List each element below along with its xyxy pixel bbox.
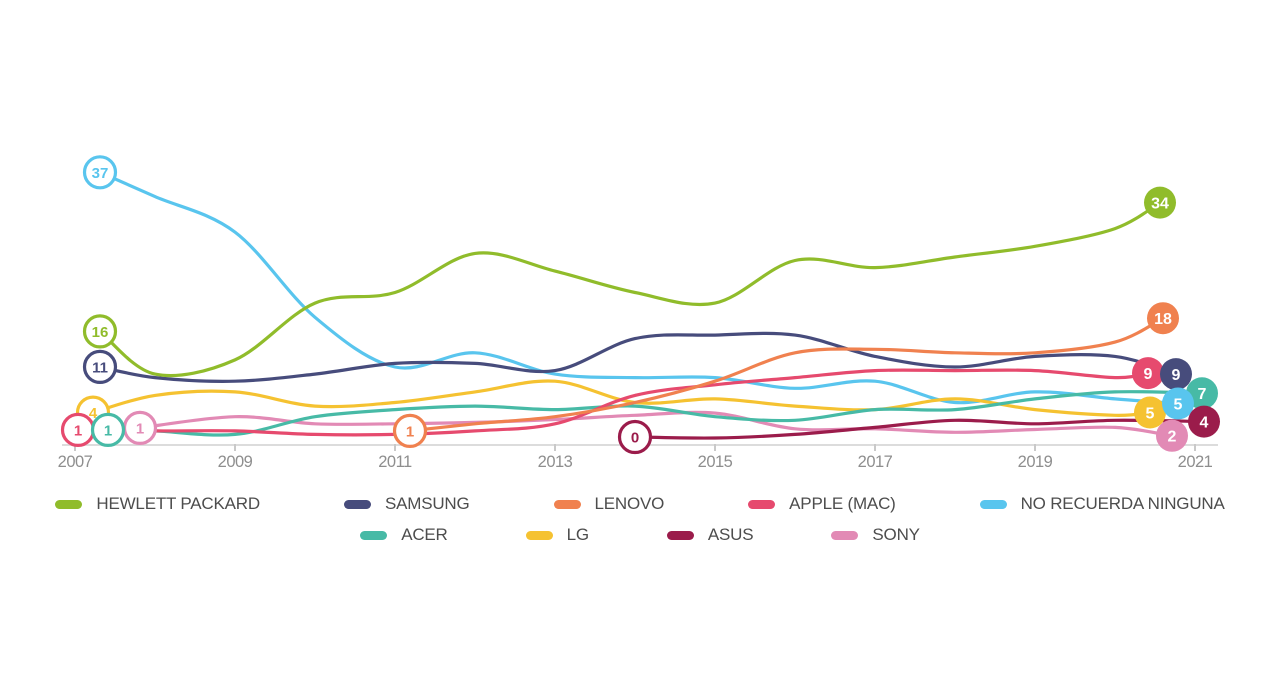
x-label-2019: 2019 xyxy=(1018,453,1053,471)
legend-item-lenovo: LENOVO xyxy=(553,494,665,514)
start-value-asus: 0 xyxy=(631,430,639,447)
x-label-2009: 2009 xyxy=(218,453,253,471)
start-marker-hp: 16 xyxy=(82,314,118,349)
series-line-asus xyxy=(633,418,1206,440)
legend-swatch-samsung xyxy=(343,499,371,509)
x-label-2007: 2007 xyxy=(58,453,93,471)
x-label-2013: 2013 xyxy=(538,453,573,471)
line-chart: 2007 2009 2011 2013 2015 2017 2019 202137161141… xyxy=(58,155,1220,471)
end-marker-lg: 5 xyxy=(1134,396,1166,429)
legend-row-1: HEWLETT PACKARD SAMSUNG LENOVO APPLE (MAC) N… xyxy=(55,494,1225,514)
start-marker-sony: 1 xyxy=(122,410,158,445)
legend-swatch-sony xyxy=(831,530,859,540)
start-value-apple: 1 xyxy=(74,422,82,439)
end-value-noname: 5 xyxy=(1174,396,1183,413)
x-label-2011: 2011 xyxy=(378,453,412,471)
legend-row-2: ACER LG ASUS SONY xyxy=(360,525,920,545)
series-line-hp xyxy=(98,201,1162,378)
legend-item-noname: NO RECUERDA NINGUNA xyxy=(979,494,1225,514)
legend-label: NO RECUERDA NINGUNA xyxy=(1020,494,1225,513)
start-value-lg: 4 xyxy=(89,405,98,422)
end-value-apple: 9 xyxy=(1144,366,1153,383)
end-marker-lenovo: 18 xyxy=(1147,302,1179,335)
legend-swatch-hp xyxy=(55,499,83,509)
end-value-lg: 5 xyxy=(1146,405,1155,422)
start-marker-samsung: 11 xyxy=(82,349,118,384)
legend: HEWLETT PACKARD SAMSUNG LENOVO APPLE (MAC) N… xyxy=(0,494,1280,545)
legend-swatch-asus xyxy=(666,530,694,540)
legend-item-apple: APPLE (MAC) xyxy=(748,494,896,514)
legend-item-hp: HEWLETT PACKARD xyxy=(55,494,260,514)
start-value-sony: 1 xyxy=(136,420,144,437)
series-line-sony xyxy=(138,410,1174,438)
end-marker-apple: 9 xyxy=(1132,357,1164,390)
series-line-samsung xyxy=(98,331,1178,383)
end-value-sony: 2 xyxy=(1168,429,1177,446)
end-marker-samsung: 9 xyxy=(1160,358,1192,391)
end-value-lenovo: 18 xyxy=(1154,311,1172,328)
legend-swatch-apple xyxy=(748,499,776,509)
legend-label: APPLE (MAC) xyxy=(789,494,896,513)
start-marker-acer: 1 xyxy=(90,412,126,447)
legend-label: LG xyxy=(566,525,589,544)
legend-item-asus: ASUS xyxy=(666,525,754,545)
legend-item-samsung: SAMSUNG xyxy=(343,494,470,514)
legend-swatch-acer xyxy=(360,530,388,540)
legend-item-sony: SONY xyxy=(831,525,920,545)
x-label-2017: 2017 xyxy=(858,453,893,471)
start-marker-asus: 0 xyxy=(617,419,653,455)
legend-label: LENOVO xyxy=(594,494,665,513)
end-marker-asus: 4 xyxy=(1188,405,1220,438)
end-marker-noname: 5 xyxy=(1162,387,1194,420)
end-value-hp: 34 xyxy=(1151,195,1169,212)
series-line-apple xyxy=(76,368,1150,437)
end-marker-hp: 34 xyxy=(1144,186,1176,219)
series-line-lenovo xyxy=(408,316,1165,433)
start-marker-apple: 1 xyxy=(60,412,96,447)
legend-swatch-lenovo xyxy=(553,499,581,509)
x-label-2021: 2021 xyxy=(1178,453,1213,471)
legend-label: ASUS xyxy=(707,525,754,544)
legend-label: SONY xyxy=(872,525,920,544)
start-value-lenovo: 1 xyxy=(406,423,414,440)
series-line-noname xyxy=(98,170,1180,406)
start-value-noname: 37 xyxy=(92,165,109,182)
legend-label: SAMSUNG xyxy=(384,494,470,513)
legend-swatch-noname xyxy=(979,499,1007,509)
end-value-acer: 7 xyxy=(1198,386,1207,403)
start-marker-lenovo: 1 xyxy=(392,413,428,448)
start-value-samsung: 11 xyxy=(92,359,108,376)
start-marker-noname: 37 xyxy=(82,155,118,190)
end-marker-sony: 2 xyxy=(1156,419,1188,452)
end-marker-acer: 7 xyxy=(1186,377,1218,410)
series-line-acer xyxy=(106,390,1204,437)
start-value-acer: 1 xyxy=(104,422,112,439)
end-value-samsung: 9 xyxy=(1172,367,1181,384)
end-value-asus: 4 xyxy=(1200,414,1209,431)
x-label-2015: 2015 xyxy=(698,453,733,471)
legend-item-acer: ACER xyxy=(360,525,448,545)
start-value-hp: 16 xyxy=(92,324,109,341)
legend-item-lg: LG xyxy=(525,525,589,545)
legend-label: ACER xyxy=(401,525,448,544)
legend-swatch-lg xyxy=(525,530,553,540)
legend-label: HEWLETT PACKARD xyxy=(96,494,260,513)
